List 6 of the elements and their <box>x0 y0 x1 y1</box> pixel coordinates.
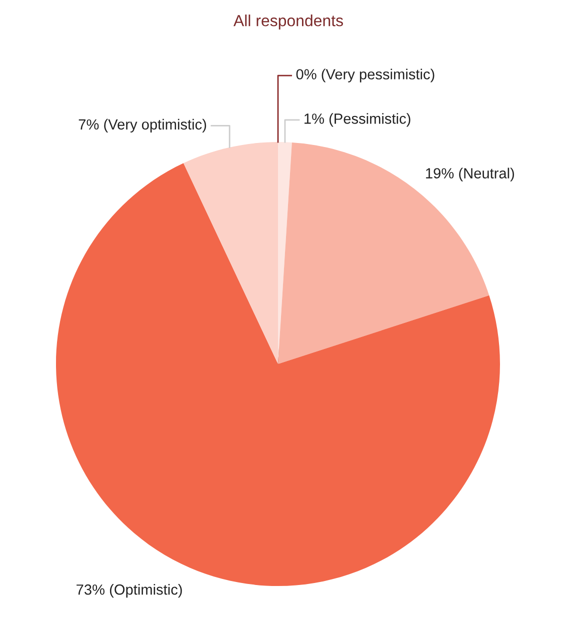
slice-label: 19% (Neutral) <box>426 168 514 182</box>
slice-label: 7% (Very optimistic) <box>78 118 206 132</box>
slice-label: 73% (Optimistic) <box>76 584 182 598</box>
slice-label: 1% (Pessimistic) <box>304 113 410 127</box>
chart-title: All respondents <box>233 14 343 30</box>
text: 0% (Very pessimistic) <box>296 68 434 82</box>
